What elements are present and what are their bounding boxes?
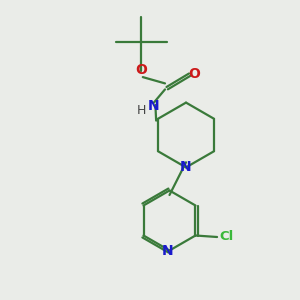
Text: O: O — [188, 67, 200, 80]
Text: N: N — [180, 160, 192, 174]
Text: N: N — [148, 100, 159, 113]
Text: N: N — [162, 244, 174, 258]
Text: H: H — [137, 104, 146, 118]
Text: Cl: Cl — [219, 230, 233, 244]
Text: O: O — [135, 64, 147, 77]
